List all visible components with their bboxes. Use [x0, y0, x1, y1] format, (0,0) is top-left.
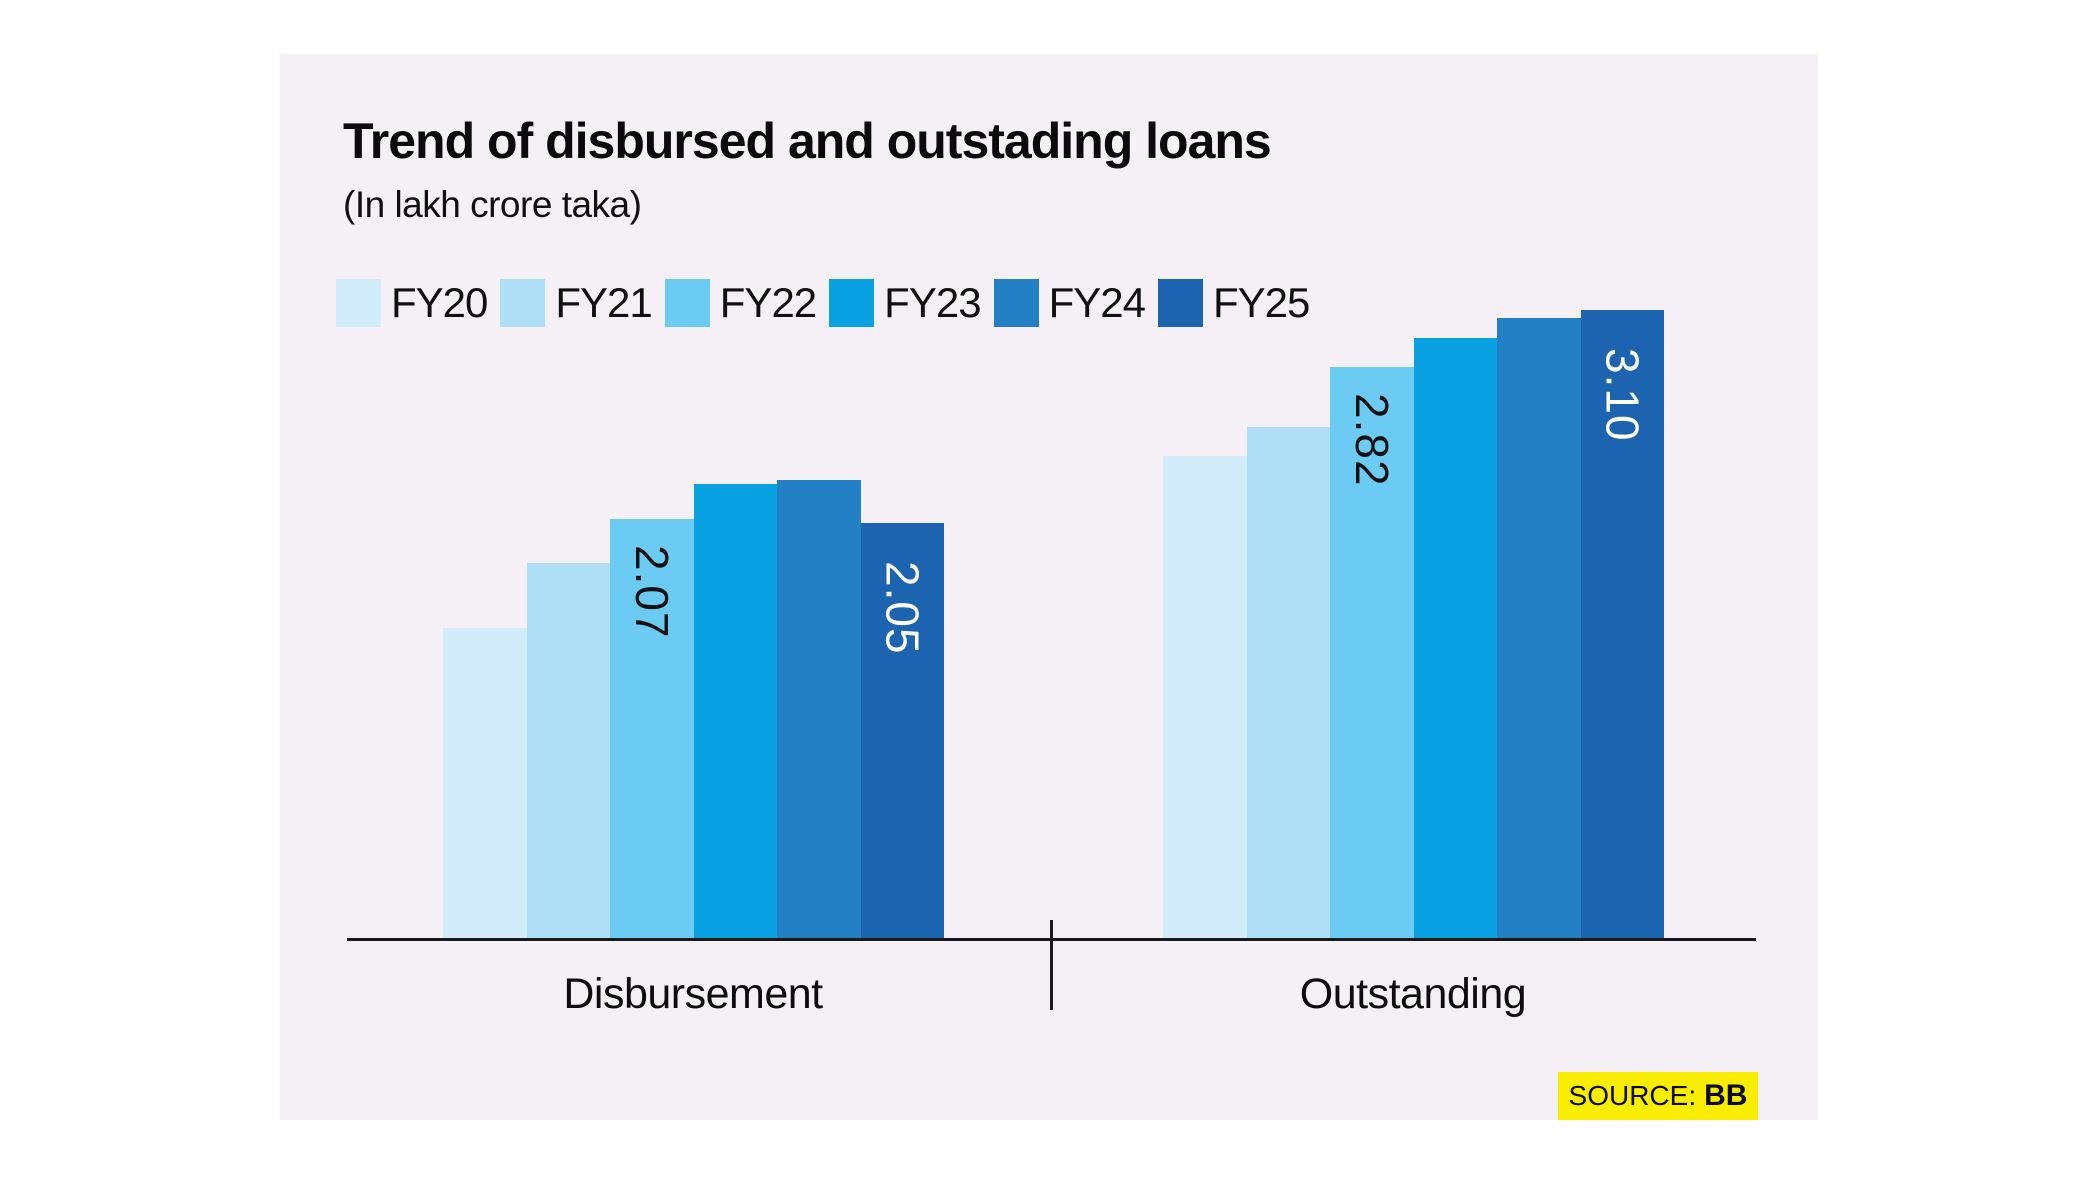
- bar-disbursement-fy24: [777, 480, 861, 938]
- bar-outstanding-fy20: [1163, 456, 1247, 938]
- chart-panel: Trend of disbursed and outstading loans …: [280, 54, 1818, 1120]
- legend-label-fy24: FY24: [1048, 279, 1146, 326]
- bar-outstanding-fy24: [1497, 318, 1581, 938]
- bar-outstanding-fy23: [1413, 338, 1497, 938]
- legend-label-fy21: FY21: [555, 279, 652, 326]
- group-label-outstanding: Outstanding: [1299, 970, 1527, 1018]
- legend-label-fy25: FY25: [1212, 279, 1310, 326]
- legend-item-fy23: FY23: [829, 279, 982, 327]
- group-label-disbursement: Disbursement: [563, 970, 823, 1018]
- legend-item-fy22: FY22: [664, 279, 817, 327]
- bar-disbursement-fy23: [693, 484, 777, 938]
- legend-swatch-fy24: [993, 279, 1039, 327]
- legend-item-fy24: FY24: [993, 279, 1146, 327]
- legend-swatch-fy25: [1157, 279, 1203, 327]
- legend-label-fy22: FY22: [719, 279, 817, 326]
- source-value: BB: [1704, 1079, 1748, 1112]
- bar-disbursement-fy20: [443, 628, 527, 938]
- plot-area: 2.07 2.05 2.82 3.10 Disbursement Outstandi…: [280, 54, 1818, 1120]
- legend: FY20 FY21 FY22 FY23 FY24 FY25: [336, 279, 1322, 327]
- bar-disbursement-fy25: 2.05: [860, 523, 944, 938]
- bar-disbursement-fy21: [526, 563, 610, 938]
- legend-label-fy23: FY23: [884, 279, 981, 326]
- bar-disbursement-fy22: 2.07: [610, 519, 694, 938]
- bar-outstanding-fy21: [1246, 427, 1330, 938]
- legend-swatch-fy23: [829, 279, 875, 327]
- legend-swatch-fy22: [664, 279, 710, 327]
- legend-label-fy20: FY20: [391, 279, 488, 326]
- bar-value-disbursement-fy25: 2.05: [876, 561, 929, 655]
- legend-item-fy21: FY21: [500, 279, 653, 327]
- source-label: SOURCE:: [1568, 1080, 1697, 1111]
- bar-group-disbursement: 2.07 2.05: [443, 480, 944, 938]
- chart-subtitle: (In lakh crore taka): [343, 184, 642, 225]
- bar-group-outstanding: 2.82 3.10: [1163, 310, 1664, 938]
- legend-item-fy25: FY25: [1157, 279, 1310, 327]
- legend-item-fy20: FY20: [336, 279, 488, 327]
- bar-value-outstanding-fy22: 2.82: [1345, 393, 1398, 487]
- axis-divider-tick: [1050, 920, 1053, 1010]
- bar-outstanding-fy25: 3.10: [1580, 310, 1664, 938]
- bar-value-disbursement-fy22: 2.07: [625, 545, 678, 639]
- bar-outstanding-fy22: 2.82: [1330, 367, 1414, 938]
- legend-swatch-fy20: [336, 279, 381, 327]
- source-badge: SOURCE: BB: [1558, 1072, 1758, 1120]
- legend-swatch-fy21: [500, 279, 546, 327]
- chart-title: Trend of disbursed and outstading loans: [343, 113, 1272, 169]
- bar-value-outstanding-fy25: 3.10: [1596, 348, 1649, 442]
